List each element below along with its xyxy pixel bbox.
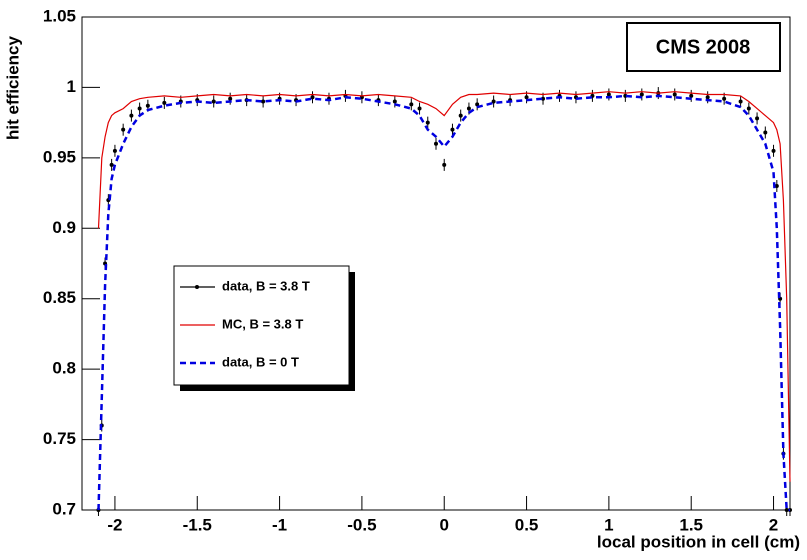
- data-point: [121, 127, 126, 132]
- data-point: [129, 113, 134, 118]
- x-tick-label: -1: [272, 515, 287, 534]
- data-point: [112, 148, 117, 153]
- legend-label: data, B = 3.8 T: [222, 278, 310, 293]
- data-point: [109, 162, 114, 167]
- data-point: [228, 96, 233, 101]
- data-point: [458, 113, 463, 118]
- data-point: [784, 508, 789, 512]
- data-point: [425, 120, 430, 125]
- data-point: [763, 130, 768, 135]
- x-tick-label: 0.5: [515, 515, 539, 534]
- data-point: [261, 99, 266, 104]
- data-point: [774, 184, 779, 189]
- data-point: [689, 93, 694, 98]
- data-point: [491, 99, 496, 104]
- y-tick-label: 0.7: [52, 499, 76, 518]
- y-tick-label: 0.9: [52, 218, 76, 237]
- data-point: [475, 102, 480, 107]
- y-tick-label: 1.05: [43, 6, 76, 25]
- annotation: CMS 2008: [656, 36, 751, 58]
- series-line: [97, 94, 790, 512]
- data-point: [145, 103, 150, 108]
- x-tick-label: -2: [107, 515, 122, 534]
- data-point: [417, 106, 422, 111]
- data-point: [211, 99, 216, 104]
- x-axis-label: local position in cell (cm): [597, 532, 800, 551]
- data-point: [755, 116, 760, 121]
- series-line: [97, 91, 791, 482]
- data-point: [722, 96, 727, 101]
- y-tick-label: 1: [67, 77, 76, 96]
- annotation-box: [626, 22, 781, 72]
- x-tick-label: 1: [604, 515, 613, 534]
- data-point: [137, 106, 142, 111]
- data-point: [746, 106, 751, 111]
- plot-frame: [81, 16, 791, 511]
- data-point: [639, 92, 644, 97]
- legend-marker: [195, 285, 199, 289]
- x-tick-label: 0: [439, 515, 448, 534]
- legend-label: data, B = 0 T: [222, 354, 299, 369]
- y-tick-label: 0.75: [43, 429, 76, 448]
- data-point: [162, 100, 167, 105]
- x-tick-label: -0.5: [347, 515, 376, 534]
- data-point: [310, 95, 315, 100]
- data-point: [409, 102, 414, 107]
- x-tick-label: 2: [769, 515, 778, 534]
- legend-label: MC, B = 3.8 T: [222, 316, 303, 331]
- data-point: [434, 141, 438, 146]
- data-point: [392, 99, 397, 104]
- data-point: [705, 95, 710, 100]
- data-point: [672, 92, 677, 97]
- y-tick-label: 0.85: [43, 288, 76, 307]
- data-point: [442, 162, 447, 167]
- x-tick-label: 1.5: [679, 515, 703, 534]
- x-tick-label: -1.5: [183, 515, 212, 534]
- data-point: [606, 92, 611, 97]
- data-point: [738, 99, 743, 104]
- data-point: [771, 148, 776, 153]
- y-tick-label: 0.95: [43, 147, 76, 166]
- y-axis-label: hit efficiency: [3, 35, 22, 139]
- y-tick-label: 0.8: [52, 359, 76, 378]
- data-point: [466, 106, 471, 111]
- data-point: [450, 127, 455, 132]
- data-point: [524, 95, 529, 100]
